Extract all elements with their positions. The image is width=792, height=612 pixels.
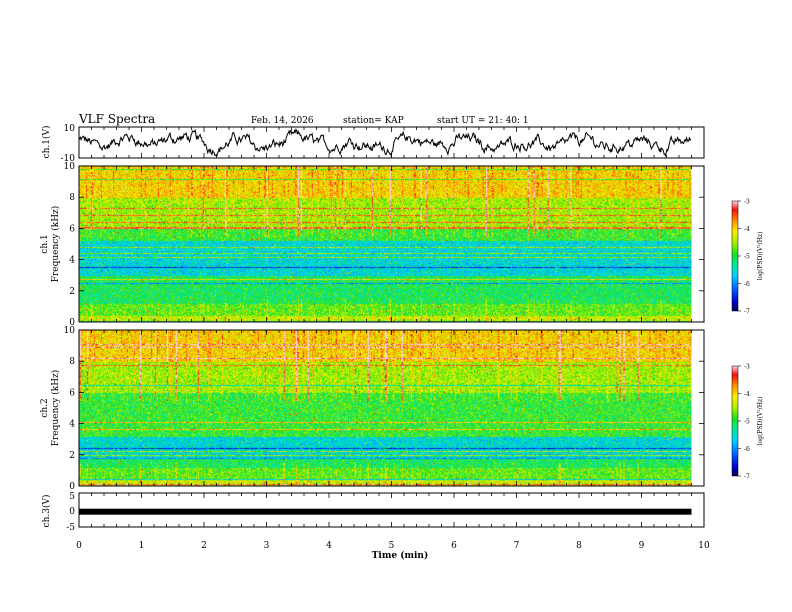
ch3-signal-line (79, 508, 692, 515)
colorbar-tick-label: -3 (744, 199, 750, 206)
figure-title: VLF Spectra (78, 112, 155, 126)
x-tick-label-7: 7 (514, 541, 520, 551)
ch3-ylabel: ch.3(V) (41, 495, 52, 528)
date-label: Feb. 14, 2026 (251, 116, 314, 126)
ch3-panel: 5 0 -5 ch.3(V) (41, 492, 705, 533)
ch1-spec-ylabel-line1: ch.1 (40, 234, 50, 253)
ch2-spec-ylabel-line1: ch.2 (40, 398, 50, 417)
x-tick-label-10: 10 (698, 541, 710, 551)
x-tick-label-1: 1 (139, 541, 145, 551)
x-tick-label-0: 0 (76, 541, 82, 551)
x-tick-label-4: 4 (326, 541, 332, 551)
colorbar-tick-label: -5 (744, 419, 750, 426)
ch1-spectrogram-panel: 0 2 4 6 8 10 ch.1 Frequency (kHz) (40, 162, 705, 328)
x-axis-label: Time (min) (372, 550, 429, 561)
freq-tick-label-4: 4 (69, 256, 75, 266)
ch1-waveform-line (78, 127, 692, 158)
colorbar-tick-label: -7 (744, 474, 750, 481)
freq-tick-label-8: 8 (69, 357, 75, 367)
freq-tick-label-2: 2 (69, 287, 75, 297)
ch2-spectrogram-image (79, 330, 692, 486)
colorbar-tick-label: -3 (744, 364, 750, 371)
ch1-spectrogram-image (79, 166, 692, 322)
freq-tick-label-6: 6 (69, 224, 75, 234)
colorbar-tick-label: -5 (744, 254, 750, 261)
freq-tick-label-10: 10 (64, 162, 76, 172)
start-time-label: start UT = 21: 40: 1 (437, 116, 529, 126)
freq-tick-label-8: 8 (69, 193, 75, 203)
x-tick-label-9: 9 (639, 541, 645, 551)
ch2-spectrogram-panel: 0 2 4 6 8 10 ch.2 Frequency (kHz) (40, 326, 705, 492)
freq-tick-label-10: 10 (64, 326, 76, 336)
station-label: station= KAP (343, 116, 404, 126)
ch3-ytick-top: 5 (69, 492, 75, 502)
x-tick-label-6: 6 (451, 541, 457, 551)
freq-tick-label-2: 2 (69, 451, 75, 461)
freq-tick-label-6: 6 (69, 388, 75, 398)
freq-tick-label-0: 0 (69, 482, 75, 492)
freq-tick-label-0: 0 (69, 318, 75, 328)
ch2-spec-ylabel-line2: Frequency (kHz) (50, 370, 61, 447)
x-tick-label-8: 8 (576, 541, 582, 551)
ch3-ytick-bottom: -5 (66, 523, 75, 533)
ch3-ytick-mid: 0 (69, 507, 75, 517)
ch1-ylabel: ch.1(V) (41, 126, 52, 159)
ch2-colorbar: -3 -4 -5 -6 -7 log(PSD)(V²/Hz) (731, 364, 764, 481)
ch1-spec-ylabel-line2: Frequency (kHz) (50, 206, 61, 283)
colorbar-tick-label: -4 (744, 226, 750, 233)
colorbar-tick-label: -6 (744, 281, 750, 288)
colorbar-tick-label: -4 (744, 391, 750, 398)
ch1-waveform-panel: 10 -10 ch.1(V) (41, 124, 705, 164)
ch2-colorbar-label: log(PSD)(V²/Hz) (757, 397, 764, 446)
x-tick-label-2: 2 (201, 541, 207, 551)
colorbar-tick-label: -7 (744, 309, 750, 316)
x-tick-label-5: 5 (389, 541, 395, 551)
freq-tick-label-4: 4 (69, 420, 75, 430)
ch1-colorbar-label: log(PSD)(V²/Hz) (757, 232, 764, 281)
ch1-ytick-top: 10 (64, 124, 76, 134)
x-tick-label-3: 3 (264, 541, 270, 551)
ch1-colorbar: -3 -4 -5 -6 -7 log(PSD)(V²/Hz) (731, 199, 764, 316)
ch1-ytick-bottom: -10 (61, 154, 76, 164)
colorbar-tick-label: -6 (744, 446, 750, 453)
